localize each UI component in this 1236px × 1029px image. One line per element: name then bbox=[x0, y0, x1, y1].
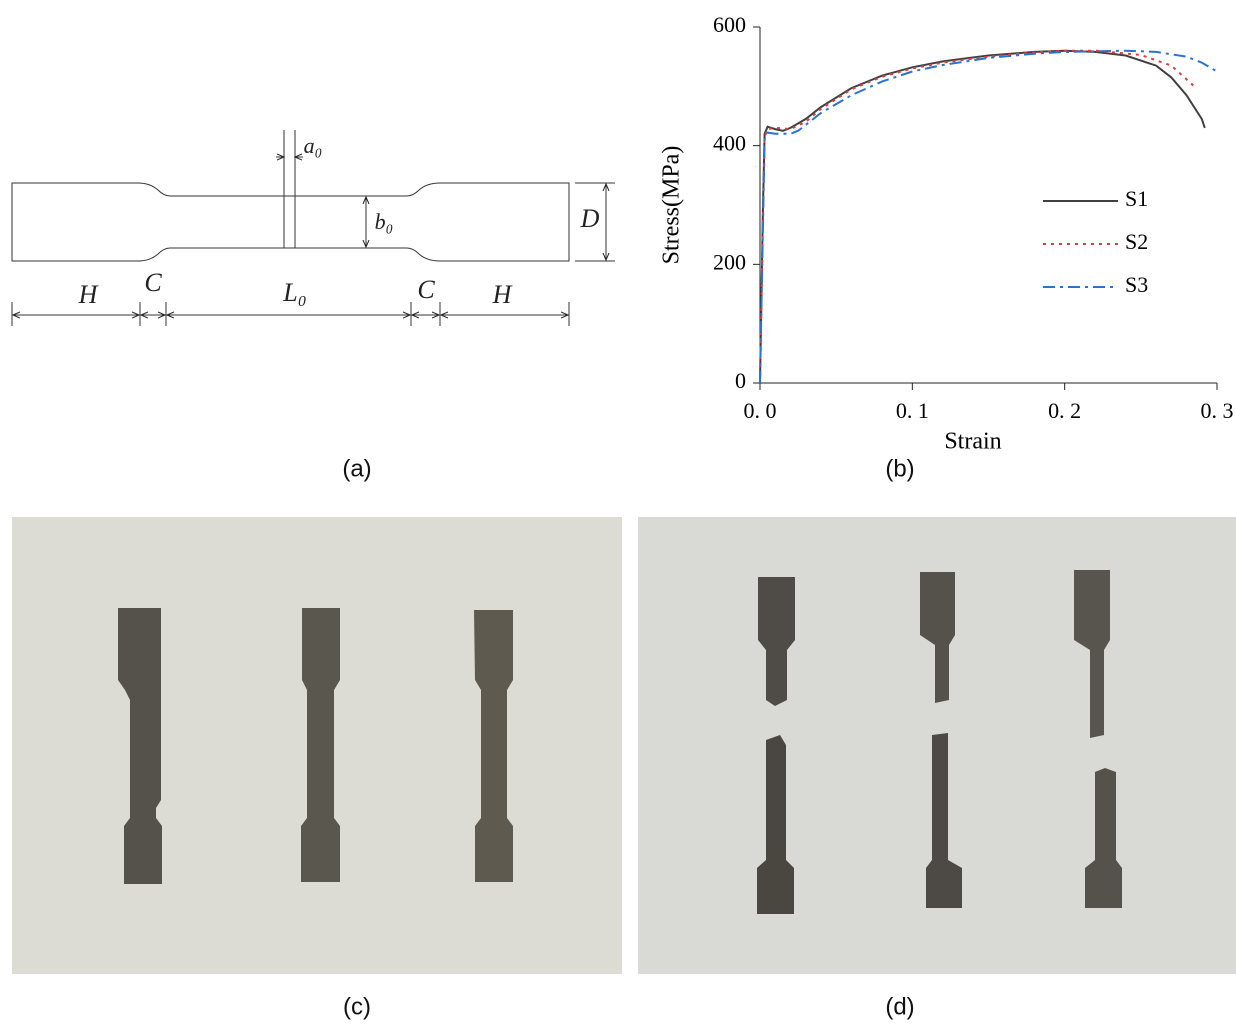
photo-specimens bbox=[12, 517, 622, 974]
dim-label: C bbox=[144, 268, 162, 297]
y-tick-label: 600 bbox=[713, 12, 746, 37]
y-axis-label: Stress(MPa) bbox=[659, 146, 685, 265]
dim-label: H bbox=[78, 280, 99, 309]
y-tick-label: 200 bbox=[713, 249, 746, 274]
legend-label: S2 bbox=[1125, 229, 1148, 254]
specimen-diagram bbox=[11, 130, 615, 326]
dim-label: L₀ bbox=[282, 278, 307, 307]
panel-caption: (c) bbox=[343, 993, 371, 1020]
legend-label: S1 bbox=[1125, 186, 1148, 211]
y-tick-label: 400 bbox=[713, 131, 746, 156]
x-tick-label: 0. 3 bbox=[1201, 398, 1234, 423]
dim-label: a₀ bbox=[304, 133, 323, 158]
panel-caption: (a) bbox=[342, 455, 371, 482]
panel-caption: (b) bbox=[885, 455, 914, 482]
series-line bbox=[759, 49, 1195, 384]
dim-label: D bbox=[580, 204, 600, 233]
x-tick-label: 0. 1 bbox=[896, 398, 929, 423]
x-tick-label: 0. 2 bbox=[1048, 398, 1081, 423]
series-line bbox=[759, 49, 1218, 384]
y-tick-label: 0 bbox=[735, 368, 746, 393]
series-line bbox=[759, 49, 1206, 384]
dim-label: C bbox=[417, 275, 435, 304]
dim-label: b₀ bbox=[375, 209, 394, 234]
photo-fractured bbox=[638, 517, 1236, 974]
legend-label: S3 bbox=[1125, 272, 1148, 297]
x-tick-label: 0. 0 bbox=[744, 398, 777, 423]
x-axis-label: Strain bbox=[944, 429, 1001, 455]
dim-label: H bbox=[492, 280, 513, 309]
panel-caption: (d) bbox=[885, 993, 914, 1020]
